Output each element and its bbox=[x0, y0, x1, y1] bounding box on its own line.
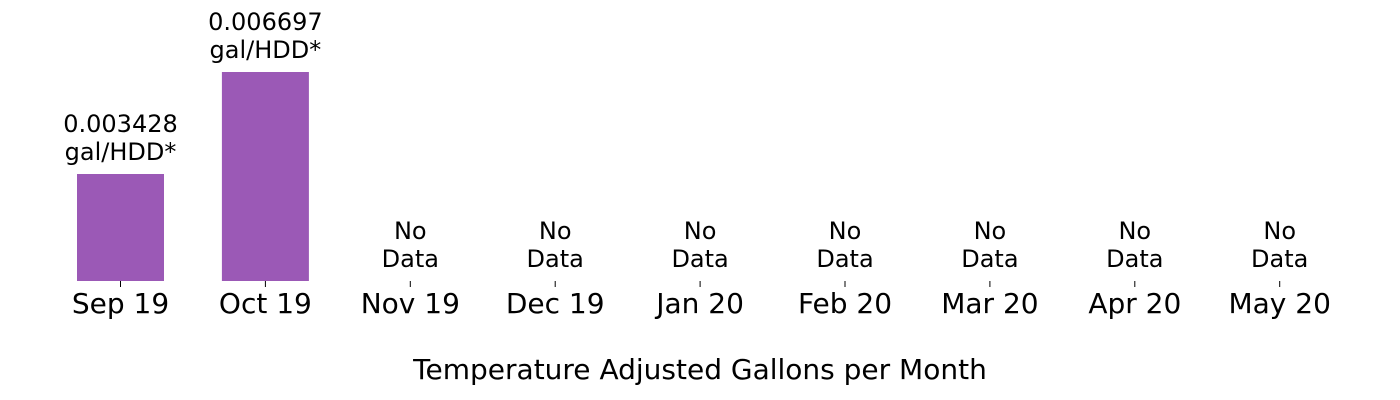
data-label-7-line-0: No bbox=[1118, 217, 1151, 245]
bar-0 bbox=[77, 174, 164, 281]
x-tick-label-5: Feb 20 bbox=[798, 287, 892, 320]
bars-layer bbox=[77, 72, 309, 281]
data-label-1-line-1: gal/HDD* bbox=[210, 36, 322, 64]
x-tick-label-8: May 20 bbox=[1228, 287, 1330, 320]
x-tick-label-0: Sep 19 bbox=[72, 287, 169, 320]
x-tick-label-2: Nov 19 bbox=[361, 287, 460, 320]
x-tick-label-7: Apr 20 bbox=[1088, 287, 1181, 320]
data-label-5-line-0: No bbox=[829, 217, 862, 245]
data-label-4-line-1: Data bbox=[671, 245, 728, 273]
x-tick-label-1: Oct 19 bbox=[219, 287, 312, 320]
x-tick-labels-layer: Sep 19 Oct 19 Nov 19 Dec 19 Jan 20 Feb 20 Mar … bbox=[72, 287, 1331, 320]
data-label-2-line-1: Data bbox=[382, 245, 439, 273]
data-label-7-line-1: Data bbox=[1106, 245, 1163, 273]
data-label-4-line-0: No bbox=[684, 217, 717, 245]
x-tick-label-3: Dec 19 bbox=[506, 287, 605, 320]
data-label-8-line-0: No bbox=[1263, 217, 1296, 245]
data-label-5-line-1: Data bbox=[816, 245, 873, 273]
bar-1 bbox=[221, 72, 309, 281]
data-label-3-line-1: Data bbox=[527, 245, 584, 273]
x-tick-label-6: Mar 20 bbox=[941, 287, 1038, 320]
data-label-6-line-1: Data bbox=[961, 245, 1018, 273]
data-label-6-line-0: No bbox=[974, 217, 1007, 245]
x-ticks-layer bbox=[120, 281, 1281, 287]
data-label-3-line-0: No bbox=[539, 217, 572, 245]
x-axis-title: Temperature Adjusted Gallons per Month bbox=[412, 353, 987, 386]
data-label-2-line-0: No bbox=[394, 217, 427, 245]
data-label-8-line-1: Data bbox=[1251, 245, 1308, 273]
x-tick-label-4: Jan 20 bbox=[654, 287, 744, 320]
data-label-0-line-1: gal/HDD* bbox=[65, 138, 177, 166]
data-label-0-line-0: 0.003428 bbox=[63, 110, 178, 138]
data-label-1-line-0: 0.006697 bbox=[208, 8, 323, 36]
data-labels-layer: 0.003428gal/HDD*0.006697gal/HDD*NoDataNo… bbox=[63, 8, 1308, 273]
